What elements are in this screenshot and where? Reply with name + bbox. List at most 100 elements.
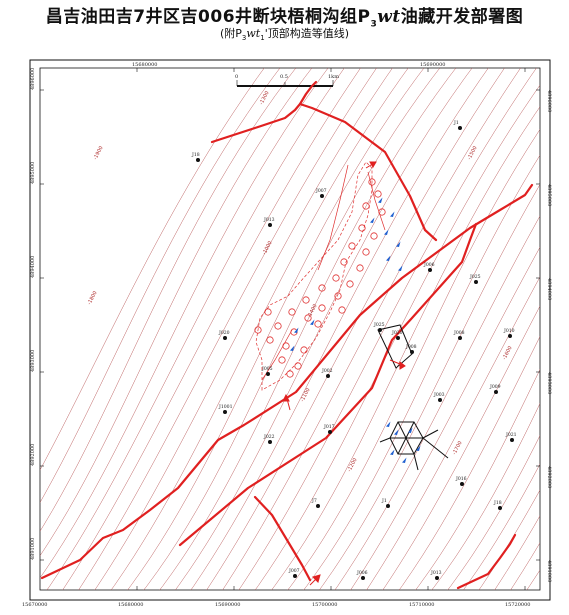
well-label: J006 — [356, 570, 368, 576]
coord-right-1: 4896000 — [546, 90, 552, 112]
well-label: J18 — [191, 152, 200, 158]
coord-left-2: 4895000 — [30, 162, 36, 184]
injection-marker — [384, 229, 389, 235]
contour-label: -1000 — [261, 240, 273, 256]
coord-right-4: 4893000 — [546, 372, 552, 394]
well-label: J7 — [311, 498, 317, 504]
contour-label: -1600 — [501, 345, 513, 361]
contour-label: -1700 — [451, 440, 463, 456]
well-point — [498, 506, 502, 510]
planned-well-circle — [318, 304, 326, 312]
scale-bar: 0 0.5 1km — [235, 74, 339, 87]
title-main: 昌吉油田吉7井区吉006井断块梧桐沟组 — [45, 7, 358, 27]
coord-top-2: 15690000 — [420, 62, 445, 68]
injection-marker — [390, 449, 395, 455]
well-label: J020 — [391, 330, 403, 336]
well-point — [474, 280, 478, 284]
well-label: J009 — [489, 384, 501, 390]
planned-well-circle — [254, 326, 262, 334]
planned-well-circle — [266, 336, 274, 344]
planned-well-circle — [340, 258, 348, 266]
coord-bottom-6: 15720000 — [505, 602, 530, 608]
contour-line — [206, 68, 505, 590]
scale-label-end: 1km — [328, 74, 339, 80]
coord-right-6: 4891000 — [546, 560, 552, 582]
scale-label-zero: 0 — [235, 74, 238, 80]
contour-line — [463, 463, 540, 590]
contour-label: -1500 — [466, 145, 478, 161]
well-label: J010 — [503, 328, 515, 334]
contour-line — [175, 68, 473, 590]
contour-line — [40, 68, 313, 557]
faults — [40, 80, 534, 590]
title-formula: P — [357, 7, 371, 27]
coord-right-2: 4895000 — [546, 184, 552, 206]
well-label: J005 — [261, 366, 273, 372]
injection-marker — [390, 211, 395, 217]
injection-marker — [386, 255, 391, 261]
well-point — [268, 440, 272, 444]
well-label: J017 — [323, 424, 335, 430]
coord-bottom-3: 15690000 — [215, 602, 240, 608]
contour-line — [271, 106, 540, 590]
planned-well-circle — [362, 248, 370, 256]
outer-frame — [29, 59, 551, 601]
well-label: J1001 — [218, 404, 233, 410]
planned-well-circle — [378, 208, 386, 216]
title-sub3: 3 — [370, 19, 378, 30]
planned-well-circle — [294, 362, 302, 370]
contour-label: -1900 — [92, 145, 104, 161]
coord-left-1: 4896000 — [30, 68, 36, 90]
well-label: J006 — [423, 262, 435, 268]
contour-line — [110, 68, 409, 590]
map-title: 昌吉油田吉7井区吉006井断块梧桐沟组P3wt油藏开发部署图 — [0, 2, 569, 29]
well-label: J025 — [469, 274, 481, 280]
well-point — [435, 576, 439, 580]
contour-line — [366, 276, 540, 590]
contour-line — [431, 402, 540, 590]
contour-line — [40, 68, 329, 579]
well-point — [223, 410, 227, 414]
planned-well-circle — [304, 314, 312, 322]
planned-well-circle — [338, 306, 346, 314]
contour-line — [350, 246, 540, 590]
contour-label: -1800 — [86, 290, 98, 306]
planned-well-circle — [362, 202, 370, 210]
injection-marker — [402, 457, 407, 463]
minor-fault-1 — [317, 164, 349, 271]
planned-well-circle — [282, 342, 290, 350]
subtitle-sub1: 1 — [260, 34, 265, 43]
contour-line — [552, 60, 569, 600]
planned-well-circle — [368, 178, 376, 186]
contour-line — [143, 68, 441, 590]
contour-line — [62, 68, 361, 590]
planned-well-circle — [346, 280, 354, 288]
contour-line — [494, 515, 540, 590]
injection-marker — [378, 197, 383, 203]
existing-wells: J1 J18 J007 J013 J006 J025 J020 J008 J010 J002 J00… — [191, 120, 517, 580]
well-point — [266, 372, 270, 376]
well-label: J022 — [263, 434, 275, 440]
subtitle-sub3: 3 — [241, 34, 247, 43]
well-point — [438, 398, 442, 402]
well-point — [508, 334, 512, 338]
well-point — [328, 430, 332, 434]
scale-label-mid: 0.5 — [280, 74, 288, 80]
well-point — [196, 158, 200, 162]
well-point — [268, 223, 272, 227]
well-point — [410, 350, 414, 354]
planned-well-circle — [288, 308, 296, 316]
well-label: J008 — [453, 330, 465, 336]
contour-line — [40, 68, 281, 503]
fault-north-arc — [210, 102, 438, 242]
well-label: J016 — [455, 476, 467, 482]
well-label: J013 — [263, 217, 275, 223]
injection-marker — [398, 265, 403, 271]
injection-marker — [370, 217, 375, 223]
coord-right-5: 4892000 — [546, 466, 552, 488]
coord-top-1: 15680000 — [132, 62, 157, 68]
well-point — [361, 576, 365, 580]
contour-line — [190, 68, 489, 590]
well-label: J007 — [288, 568, 300, 574]
